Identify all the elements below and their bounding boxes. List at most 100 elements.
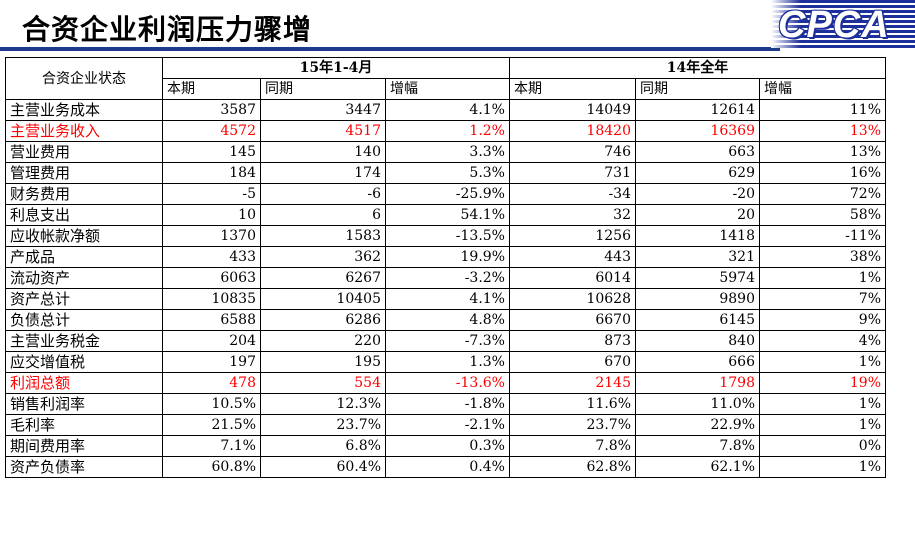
table-cell: 12614 (635, 99, 760, 121)
table-cell: 10.5% (162, 393, 261, 415)
table-cell: 1% (759, 393, 886, 415)
row-label: 财务费用 (5, 183, 163, 205)
table-cell: 3447 (260, 99, 386, 121)
table-cell: 23.7% (509, 414, 636, 436)
sub-header-row: 本期 同期 增幅 本期 同期 增幅 (6, 78, 886, 100)
table-cell: 731 (509, 162, 636, 184)
column-header: 同期 (260, 78, 386, 100)
table-cell: 4.1% (385, 99, 510, 121)
table-row: 应收帐款净额 1370 1583 -13.5% 1256 1418 -11% (5, 225, 886, 247)
table-cell: 195 (260, 351, 386, 373)
table-cell: 21.5% (162, 414, 261, 436)
page-title: 合资企业利润压力骤增 (22, 13, 313, 46)
table-cell: 6 (260, 204, 386, 226)
table-cell: 60.4% (260, 456, 386, 478)
table-row: 管理费用 184 174 5.3% 731 629 16% (5, 162, 886, 184)
table-body: 主营业务成本 3587 3447 4.1% 14049 12614 11% 主营业务收入 457… (5, 99, 886, 478)
table-cell: 19% (759, 372, 886, 394)
table-cell: 10 (162, 204, 261, 226)
table-cell: 60.8% (162, 456, 261, 478)
group-header-2014: 14年全年 (509, 57, 886, 79)
table-cell: 6145 (635, 309, 760, 331)
table-cell: 629 (635, 162, 760, 184)
table-cell: 19.9% (385, 246, 510, 268)
table-cell: 663 (635, 141, 760, 163)
table-cell: 54.1% (385, 204, 510, 226)
row-label: 产成品 (5, 246, 163, 268)
row-label: 毛利率 (5, 414, 163, 436)
table-cell: 4.8% (385, 309, 510, 331)
table-cell: 1% (759, 414, 886, 436)
table-cell: 6267 (260, 267, 386, 289)
table-cell: -34 (509, 183, 636, 205)
table-row: 销售利润率 10.5% 12.3% -1.8% 11.6% 11.0% 1% (5, 393, 886, 415)
table-cell: 72% (759, 183, 886, 205)
table-cell: 62.1% (635, 456, 760, 478)
table-cell: 11.0% (635, 393, 760, 415)
table-cell: 362 (260, 246, 386, 268)
table-cell: 13% (759, 120, 886, 142)
corner-header: 合资企业状态 (5, 57, 163, 100)
financial-table: 合资企业状态 15年1-4月 14年全年 本期 同期 增幅 本期 同期 增幅 主… (5, 57, 886, 478)
row-label: 销售利润率 (5, 393, 163, 415)
table-cell: 1370 (162, 225, 261, 247)
table-cell: 16% (759, 162, 886, 184)
table-cell: 145 (162, 141, 261, 163)
table-cell: 1.3% (385, 351, 510, 373)
table-cell: 1% (759, 351, 886, 373)
table-cell: 6286 (260, 309, 386, 331)
table-row: 毛利率 21.5% 23.7% -2.1% 23.7% 22.9% 1% (5, 414, 886, 436)
table-cell: -5 (162, 183, 261, 205)
row-label: 利息支出 (5, 204, 163, 226)
row-label: 资产总计 (5, 288, 163, 310)
table-cell: 1256 (509, 225, 636, 247)
table-cell: 4% (759, 330, 886, 352)
row-label: 主营业务税金 (5, 330, 163, 352)
table-cell: 6063 (162, 267, 261, 289)
table-cell: 433 (162, 246, 261, 268)
table-cell: 62.8% (509, 456, 636, 478)
table-cell: 4.1% (385, 288, 510, 310)
table-cell: 6.8% (260, 435, 386, 457)
table-cell: 6670 (509, 309, 636, 331)
table-row: 营业费用 145 140 3.3% 746 663 13% (5, 141, 886, 163)
table-cell: 746 (509, 141, 636, 163)
table-cell: 5974 (635, 267, 760, 289)
row-label: 流动资产 (5, 267, 163, 289)
row-label: 主营业务收入 (5, 120, 163, 142)
table-cell: 4517 (260, 120, 386, 142)
table-cell: 2145 (509, 372, 636, 394)
table-cell: 184 (162, 162, 261, 184)
table-cell: -11% (759, 225, 886, 247)
table-cell: 38% (759, 246, 886, 268)
column-header: 本期 (162, 78, 261, 100)
table-cell: 10835 (162, 288, 261, 310)
table-cell: 18420 (509, 120, 636, 142)
table-cell: 1798 (635, 372, 760, 394)
column-header: 增幅 (385, 78, 510, 100)
table-cell: 0% (759, 435, 886, 457)
table-row: 主营业务成本 3587 3447 4.1% 14049 12614 11% (5, 99, 886, 121)
table-cell: 3587 (162, 99, 261, 121)
table-cell: 478 (162, 372, 261, 394)
table-row: 资产负债率 60.8% 60.4% 0.4% 62.8% 62.1% 1% (5, 456, 886, 478)
table-cell: 321 (635, 246, 760, 268)
group-header-row: 合资企业状态 15年1-4月 14年全年 (5, 57, 886, 100)
table-cell: 5.3% (385, 162, 510, 184)
table-cell: -20 (635, 183, 760, 205)
table-cell: 11% (759, 99, 886, 121)
row-label: 主营业务成本 (5, 99, 163, 121)
table-cell: -25.9% (385, 183, 510, 205)
table-cell: 220 (260, 330, 386, 352)
table-cell: 9890 (635, 288, 760, 310)
table-row: 流动资产 6063 6267 -3.2% 6014 5974 1% (5, 267, 886, 289)
row-label: 负债总计 (5, 309, 163, 331)
table-cell: 13% (759, 141, 886, 163)
row-label: 资产负债率 (5, 456, 163, 478)
table-cell: 1583 (260, 225, 386, 247)
table-cell: 3.3% (385, 141, 510, 163)
column-header: 增幅 (759, 78, 886, 100)
table-cell: 174 (260, 162, 386, 184)
table-cell: 1% (759, 267, 886, 289)
table-cell: 10405 (260, 288, 386, 310)
